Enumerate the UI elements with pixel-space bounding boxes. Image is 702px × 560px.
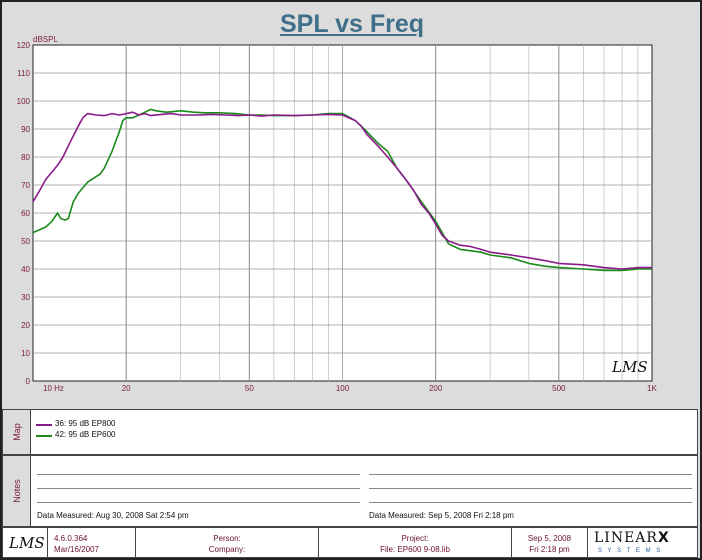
notes-tab-label: Notes <box>11 479 22 503</box>
legend-tab: Map <box>3 410 31 454</box>
y-tick-label: 90 <box>21 125 30 134</box>
legend-tab-label: Map <box>11 423 22 441</box>
y-tick-label: 70 <box>21 181 30 190</box>
x-tick-label: 50 <box>245 384 254 393</box>
brand-logo: LINEARX <box>594 530 670 546</box>
y-tick-label: 40 <box>21 265 30 274</box>
footer-time: Fri 2:18 pm <box>529 545 570 554</box>
note-line <box>37 474 360 475</box>
x-tick-label: 10 Hz <box>43 384 64 393</box>
brand-subtitle: S Y S T E M S <box>598 548 663 554</box>
y-tick-label: 80 <box>21 153 30 162</box>
company-label: Company: <box>208 545 246 554</box>
project-label: Project: <box>401 534 429 543</box>
notes-panel: Notes Data Measured: Aug 30, 2008 Sat 2:… <box>2 455 698 527</box>
measured-date-left: Data Measured: Aug 30, 2008 Sat 2:54 pm <box>37 511 189 520</box>
y-tick-label: 20 <box>21 321 30 330</box>
series-layer <box>32 108 652 272</box>
brand-x-mark: X <box>657 530 670 546</box>
chart-area: 0 10 20 30 40 50 60 70 80 90 100 110 120 10 Hz 20 50 100… <box>17 35 658 393</box>
chart-title: SPL vs Freq <box>279 10 425 38</box>
x-tick-label: 20 <box>122 384 131 393</box>
footer-version-cell: 4.6.0.364 Mar/16/2007 <box>48 528 136 557</box>
legend-panel: Map 36: 95 dB EP800 42: 95 dB EP600 <box>2 409 698 455</box>
footer-bar: LMS 4.6.0.364 Mar/16/2007 Person: Compan… <box>2 527 698 558</box>
footer-date-cell: Sep 5, 2008 Fri 2:18 pm <box>512 528 588 557</box>
tick-label-layer: 0 10 20 30 40 50 60 70 80 90 100 110 120 10 Hz 20 50 100… <box>17 41 658 393</box>
y-tick-label: 110 <box>17 69 30 78</box>
x-tick-label: 200 <box>429 384 443 393</box>
x-tick-label: 500 <box>552 384 566 393</box>
measured-date-right: Data Measured: Sep 5, 2008 Fri 2:18 pm <box>369 511 514 520</box>
footer-brand-cell: LINEARX S Y S T E M S <box>588 528 697 557</box>
footer-logo-cell: LMS <box>3 528 48 557</box>
legend-swatch-ep600 <box>36 435 52 437</box>
legend-label-ep800: 36: 95 dB EP800 <box>55 419 116 428</box>
person-label: Person: <box>213 534 241 543</box>
y-tick-label: 100 <box>17 97 31 106</box>
y-tick-label: 30 <box>21 293 30 302</box>
note-line <box>37 502 360 503</box>
notes-tab: Notes <box>3 456 31 526</box>
legend-label-ep600: 42: 95 dB EP600 <box>55 430 116 439</box>
title-bar: SPL vs Freq <box>4 4 700 44</box>
legend-swatch-ep800 <box>36 424 52 426</box>
y-tick-label: 60 <box>21 209 30 218</box>
series-line-ep800 <box>32 111 652 270</box>
note-line <box>369 474 692 475</box>
version-date: Mar/16/2007 <box>54 545 99 554</box>
x-tick-label: 1K <box>647 384 657 393</box>
note-line <box>37 488 360 489</box>
y-tick-label: 10 <box>21 349 30 358</box>
lms-logo: LMS <box>611 358 648 376</box>
footer-lms-logo: LMS <box>9 534 45 552</box>
y-tick-label: 50 <box>21 237 30 246</box>
footer-date: Sep 5, 2008 <box>527 534 572 543</box>
brand-main-text: LINEAR <box>594 530 658 546</box>
y-tick-label: 120 <box>17 41 31 50</box>
version-number: 4.6.0.364 <box>54 534 88 543</box>
x-tick-label: 100 <box>336 384 350 393</box>
note-line <box>369 488 692 489</box>
footer-person-cell: Person: Company: <box>136 528 319 557</box>
y-tick-label: 0 <box>26 377 31 386</box>
y-axis-label: dBSPL <box>33 35 58 44</box>
file-label: File: EP600 9-08.lib <box>380 545 450 554</box>
note-line <box>369 502 692 503</box>
grid-layer <box>33 45 652 381</box>
footer-project-cell: Project: File: EP600 9-08.lib <box>319 528 512 557</box>
